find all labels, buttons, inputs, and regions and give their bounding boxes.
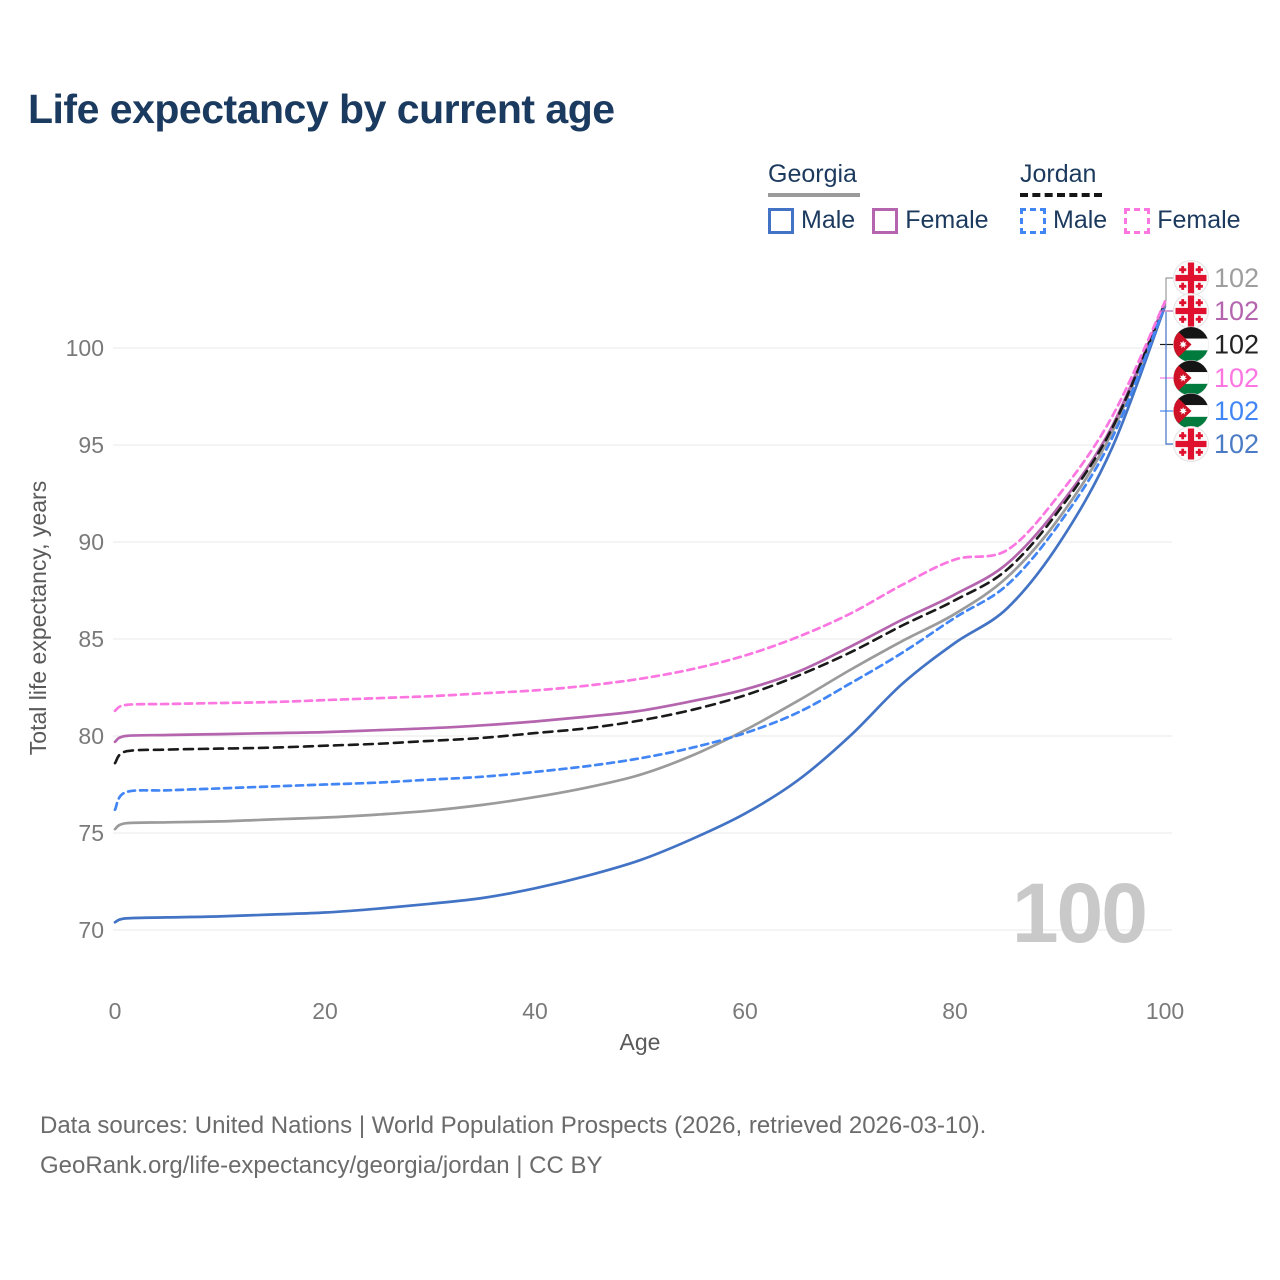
georgia-line-style-sample: [768, 193, 860, 197]
legend-item-georgia-male[interactable]: Male: [768, 206, 855, 235]
y-tick-label: 80: [78, 723, 104, 749]
attribution-line: GeoRank.org/life-expectancy/georgia/jord…: [40, 1152, 603, 1179]
end-label-value-jordan_female: 102: [1214, 363, 1259, 393]
legend-item-jordan-male[interactable]: Male: [1020, 206, 1107, 235]
y-tick-label: 75: [78, 820, 104, 846]
legend-item-georgia-female[interactable]: Female: [872, 206, 989, 235]
legend-georgia-label: Georgia: [768, 160, 857, 188]
series-line-jordan_all[interactable]: [113, 302, 1167, 765]
y-tick-label: 95: [78, 432, 104, 458]
x-axis-title: Age: [620, 1029, 661, 1055]
x-tick-label: 60: [732, 998, 758, 1024]
x-tick-label: 40: [522, 998, 548, 1024]
chart-legend: Georgia Male Female Jordan Male: [0, 160, 1280, 246]
legend-item-jordan-female[interactable]: Female: [1124, 206, 1241, 235]
x-tick-label: 80: [942, 998, 968, 1024]
jordan-flag-icon: [1173, 393, 1209, 429]
jordan-flag-icon: [1173, 326, 1209, 363]
georgia-flag-icon: [1173, 293, 1209, 329]
georgia-flag-icon: [1173, 260, 1209, 296]
chart-title: Life expectancy by current age: [28, 86, 615, 132]
end-label-value-georgia_female: 102: [1214, 296, 1259, 326]
jordan-female-swatch-icon: [1124, 207, 1151, 234]
legend-georgia-female-label: Female: [905, 206, 989, 234]
legend-group-georgia: Georgia Male Female: [768, 160, 989, 235]
end-label-value-jordan_all: 102: [1214, 330, 1259, 360]
end-label-value-jordan_male: 102: [1214, 396, 1259, 426]
legend-georgia-male-label: Male: [801, 206, 856, 234]
jordan-male-swatch-icon: [1020, 207, 1046, 234]
jordan-flag-icon: [1173, 360, 1209, 396]
chart-footer: Data sources: United Nations | World Pop…: [40, 1106, 986, 1186]
legend-jordan-male-label: Male: [1053, 206, 1108, 234]
leader-line: [1165, 312, 1173, 445]
y-tick-label: 85: [78, 626, 104, 652]
series-line-georgia_all[interactable]: [113, 303, 1167, 831]
legend-georgia-toggle[interactable]: Georgia: [768, 160, 989, 197]
series-line-jordan_female[interactable]: [113, 300, 1167, 713]
end-label-value-georgia_male: 102: [1214, 429, 1259, 459]
georgia-female-swatch-icon: [872, 207, 899, 234]
legend-jordan-toggle[interactable]: Jordan: [1020, 160, 1241, 197]
georgia-male-swatch-icon: [768, 207, 794, 234]
x-tick-label: 0: [109, 998, 122, 1024]
end-label-value-georgia_all: 102: [1214, 263, 1259, 293]
series-line-georgia_female[interactable]: [113, 301, 1167, 744]
x-tick-label: 20: [312, 998, 338, 1024]
data-source-line: Data sources: United Nations | World Pop…: [40, 1112, 987, 1139]
series-line-jordan_male[interactable]: [113, 303, 1167, 812]
y-tick-label: 70: [78, 917, 104, 943]
series-line-georgia_male[interactable]: [113, 304, 1167, 924]
y-tick-label: 90: [78, 529, 104, 555]
y-tick-label: 100: [66, 335, 104, 361]
jordan-line-style-sample: [1020, 193, 1102, 197]
y-axis-title: Total life expectancy, years: [25, 481, 51, 755]
legend-group-jordan: Jordan Male Female: [1020, 160, 1241, 235]
legend-jordan-label: Jordan: [1020, 160, 1097, 188]
georgia-flag-icon: [1173, 426, 1209, 462]
x-tick-label: 100: [1146, 998, 1184, 1024]
age-watermark: 100: [1012, 866, 1146, 960]
leader-line: [1165, 277, 1173, 301]
legend-jordan-female-label: Female: [1157, 206, 1241, 234]
